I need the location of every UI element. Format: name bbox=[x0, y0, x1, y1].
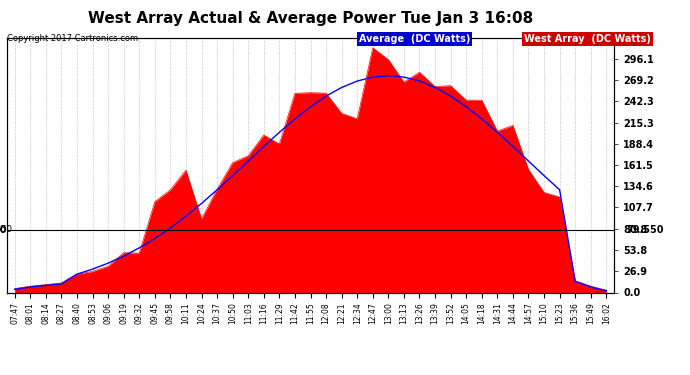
Text: 79.550: 79.550 bbox=[0, 225, 12, 234]
Text: 79.550: 79.550 bbox=[0, 225, 7, 235]
Text: 79.550: 79.550 bbox=[627, 225, 664, 235]
Text: West Array Actual & Average Power Tue Jan 3 16:08: West Array Actual & Average Power Tue Ja… bbox=[88, 11, 533, 26]
Text: Copyright 2017 Cartronics.com: Copyright 2017 Cartronics.com bbox=[7, 34, 138, 43]
Text: Average  (DC Watts): Average (DC Watts) bbox=[359, 34, 470, 44]
Text: West Array  (DC Watts): West Array (DC Watts) bbox=[524, 34, 651, 44]
